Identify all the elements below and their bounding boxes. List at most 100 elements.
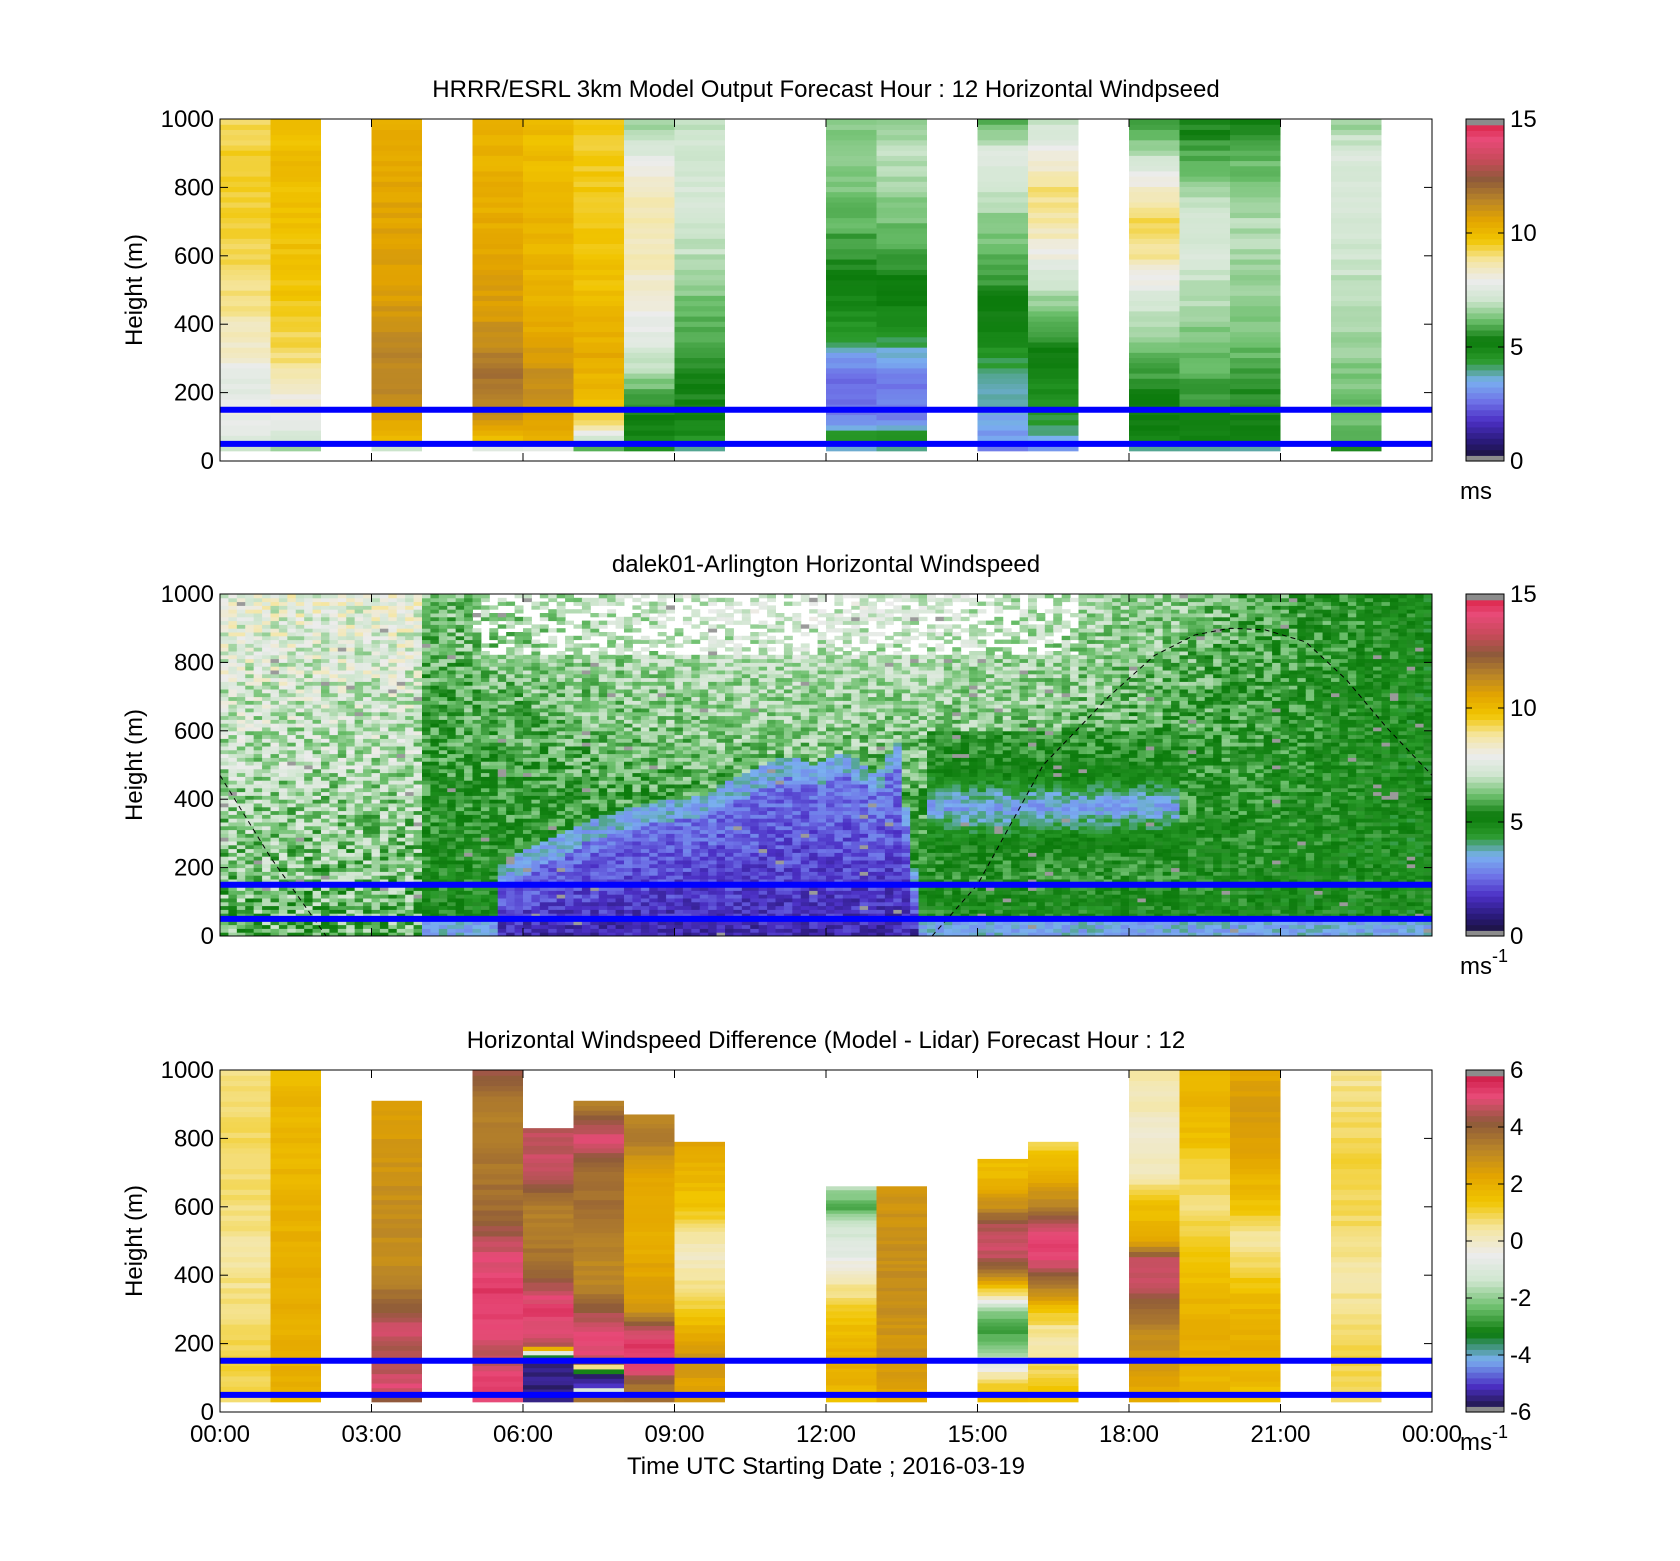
heatmap-cell <box>278 742 288 747</box>
heatmap-cell <box>287 639 297 644</box>
heatmap-cell <box>506 909 516 914</box>
heatmap-cell <box>455 806 465 812</box>
heatmap-cell <box>539 662 549 667</box>
heatmap-cell <box>1230 207 1281 213</box>
heatmap-cell <box>573 176 624 182</box>
heatmap-cell <box>506 844 516 850</box>
heatmap-cell <box>531 749 541 755</box>
heatmap-cell <box>346 920 356 926</box>
heatmap-cell <box>236 768 246 774</box>
heatmap-cell <box>523 305 574 312</box>
heatmap-cell <box>228 711 238 717</box>
heatmap-cell <box>489 708 499 713</box>
heatmap-cell <box>556 753 566 758</box>
heatmap-cell <box>270 321 321 327</box>
heatmap-cell <box>455 867 465 872</box>
heatmap-cell <box>278 613 288 618</box>
heatmap-cell <box>455 605 465 610</box>
heatmap-cell <box>480 654 490 660</box>
heatmap-cell <box>396 795 406 800</box>
heatmap-cell <box>228 875 238 880</box>
heatmap-cell <box>539 822 549 827</box>
heatmap-cell <box>489 814 499 819</box>
heatmap-cell <box>438 822 448 827</box>
heatmap-cell <box>531 841 541 846</box>
heatmap-cell <box>321 601 330 606</box>
heatmap-cell <box>253 734 263 739</box>
heatmap-cell <box>405 932 415 936</box>
heatmap-cell <box>464 613 473 618</box>
heatmap-cell <box>548 654 558 660</box>
heatmap-cell <box>455 913 465 918</box>
heatmap-cell <box>1129 388 1180 395</box>
heatmap-cell <box>262 784 271 789</box>
heatmap-cell <box>220 765 229 770</box>
heatmap-cell <box>674 150 725 156</box>
heatmap-cell <box>245 723 255 728</box>
heatmap-cell <box>363 761 372 766</box>
heatmap-cell <box>329 848 339 853</box>
heatmap-cell <box>253 658 263 663</box>
heatmap-cell <box>329 890 339 895</box>
heatmap-cell <box>506 734 516 739</box>
heatmap-cell <box>396 901 406 907</box>
heatmap-cell <box>220 685 229 690</box>
heatmap-cell <box>1230 284 1281 291</box>
heatmap-cell <box>1179 144 1230 151</box>
heatmap-cell <box>573 901 583 907</box>
heatmap-cell <box>270 662 280 667</box>
heatmap-cell <box>371 651 381 656</box>
heatmap-cell <box>321 749 330 755</box>
heatmap-cell <box>270 913 280 918</box>
heatmap-cell <box>295 715 305 720</box>
heatmap-cell <box>262 616 271 622</box>
heatmap-cell <box>295 901 305 907</box>
heatmap-cell <box>573 181 624 187</box>
heatmap-cell <box>363 905 372 910</box>
heatmap-cell <box>245 673 255 679</box>
heatmap-cell <box>422 795 431 800</box>
heatmap-cell <box>977 341 1028 348</box>
heatmap-cell <box>304 856 314 861</box>
heatmap-cell <box>405 822 415 827</box>
heatmap-cell <box>287 913 297 918</box>
heatmap-cell <box>253 822 263 827</box>
heatmap-cell <box>514 727 524 732</box>
heatmap-cell <box>438 639 448 644</box>
heatmap-cell <box>253 833 263 838</box>
heatmap-cell <box>363 666 372 671</box>
heatmap-cell <box>422 624 431 629</box>
heatmap-cell <box>977 170 1028 177</box>
heatmap-cell <box>480 810 490 815</box>
heatmap-cell <box>228 746 238 751</box>
heatmap-cell <box>539 677 549 682</box>
heatmap-cell <box>514 647 524 652</box>
heatmap-cell <box>220 613 229 618</box>
heatmap-cell <box>270 833 280 838</box>
heatmap-cell <box>977 160 1028 167</box>
heatmap-cell <box>304 742 314 747</box>
heatmap-cell <box>388 734 398 739</box>
heatmap-cell <box>480 700 490 705</box>
heatmap-cell <box>321 829 330 834</box>
heatmap-cell <box>581 753 591 758</box>
heatmap-cell <box>413 909 423 914</box>
heatmap-cell <box>354 822 364 827</box>
heatmap-cell <box>270 315 321 322</box>
heatmap-cell <box>523 708 532 713</box>
heatmap-cell <box>379 742 389 747</box>
heatmap-cell <box>472 848 482 853</box>
heatmap-cell <box>455 715 465 720</box>
heatmap-cell <box>472 719 482 724</box>
heatmap-cell <box>455 924 465 929</box>
heatmap-cell <box>270 310 321 317</box>
heatmap-cell <box>506 772 516 777</box>
heatmap-cell <box>346 639 356 644</box>
heatmap-cell <box>489 734 499 739</box>
heatmap-cell <box>447 837 457 842</box>
heatmap-cell <box>329 613 339 618</box>
heatmap-cell <box>220 616 229 622</box>
heatmap-cell <box>497 727 507 732</box>
heatmap-cell <box>312 848 322 853</box>
heatmap-cell <box>506 730 516 736</box>
